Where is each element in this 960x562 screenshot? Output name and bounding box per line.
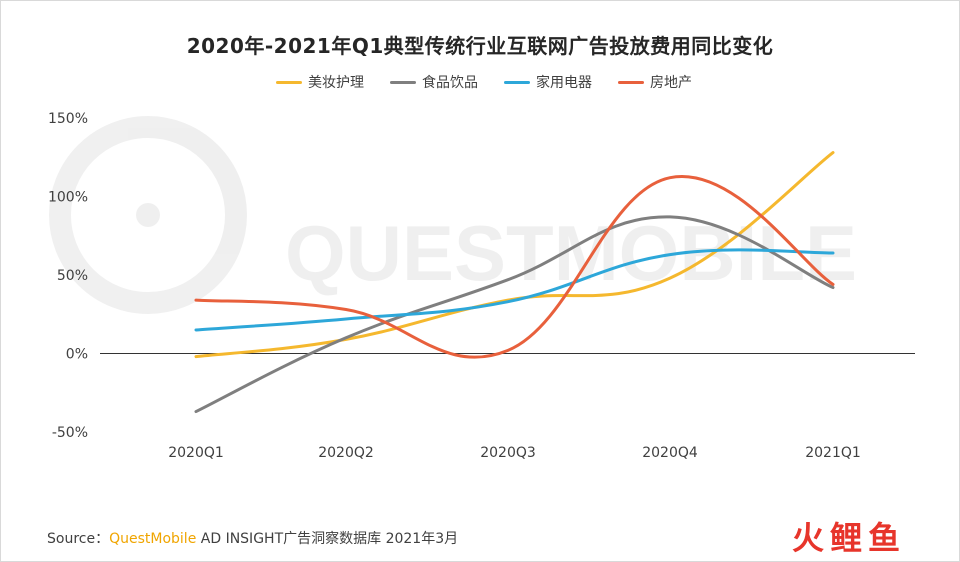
legend-item-3: 房地产 [618, 72, 692, 92]
x-tick-label: 2020Q3 [480, 445, 536, 461]
legend-swatch [504, 80, 530, 84]
legend-swatch [276, 80, 302, 84]
y-tick-label: 100% [48, 190, 88, 206]
source-brand: QuestMobile [109, 531, 197, 547]
y-axis: 150% 100% 50% 0% -50% [48, 111, 88, 441]
x-axis: 2020Q1 2020Q2 2020Q3 2020Q4 2021Q1 [168, 445, 861, 461]
legend-label: 房地产 [650, 75, 692, 91]
chart-title: 2020年-2021年Q1典型传统行业互联网广告投放费用同比变化 [186, 34, 774, 58]
y-tick-label: -50% [52, 425, 88, 441]
x-tick-label: 2020Q2 [318, 445, 374, 461]
legend-swatch [618, 80, 644, 84]
x-tick-label: 2020Q4 [642, 445, 698, 461]
legend-item-0: 美妆护理 [276, 72, 364, 92]
source-label: Source： [47, 531, 110, 547]
legend: 美妆护理 食品饮品 家用电器 房地产 [276, 72, 692, 92]
legend-label: 家用电器 [536, 75, 592, 91]
source-note: Source：QuestMobile AD INSIGHT广告洞察数据库 202… [47, 528, 458, 548]
series-line-3 [194, 174, 835, 359]
source-text: AD INSIGHT广告洞察数据库 2021年3月 [196, 531, 459, 547]
series-line-2 [194, 248, 835, 332]
legend-item-1: 食品饮品 [390, 72, 478, 92]
y-tick-label: 150% [48, 111, 88, 127]
legend-label: 食品饮品 [422, 75, 478, 91]
legend-label: 美妆护理 [308, 75, 364, 91]
y-tick-label: 0% [66, 347, 88, 363]
legend-swatch [390, 80, 416, 84]
series-lines [194, 151, 835, 414]
x-tick-label: 2021Q1 [805, 445, 861, 461]
svg-text:火鲤鱼: 火鲤鱼 [792, 519, 906, 556]
x-tick-label: 2020Q1 [168, 445, 224, 461]
y-tick-label: 50% [57, 268, 88, 284]
series-line-1 [194, 215, 835, 414]
legend-item-2: 家用电器 [504, 72, 592, 92]
logo: 火鲤鱼 [792, 519, 906, 556]
watermark: QUESTMOBILE [49, 116, 857, 314]
